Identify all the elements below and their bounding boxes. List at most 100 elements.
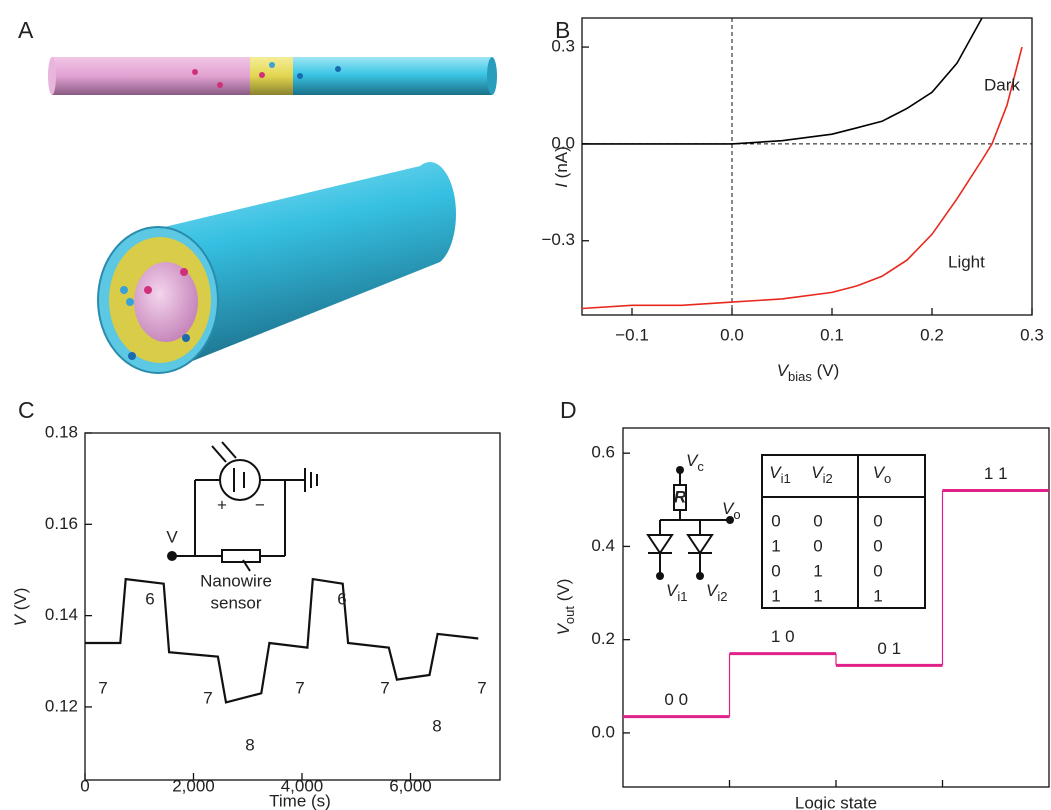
table-cell: 1 [771,536,780,555]
table-cell: 0 [813,511,822,530]
table-header: Vi1 [769,463,790,486]
x-tick-label: 0.1 [820,325,844,344]
x-tick-label: 2,000 [172,776,215,795]
state-label: 7 [477,678,486,697]
state-label: 0 1 [877,639,901,658]
symbol: V [554,622,573,635]
table-header: Vi2 [811,463,832,486]
subscript: out [562,606,577,624]
resistor-label: R [674,487,687,506]
symbol: V [722,499,735,518]
data-line [582,46,1023,310]
plot-frame [84,432,501,781]
symbol: V [706,581,719,600]
unit: (nA) [552,146,571,183]
y-axis-label: I (nA) [552,146,571,188]
x-tick-label: 4,000 [281,776,324,795]
x-tick-label: 0 [80,776,89,795]
state-label: 6 [145,589,154,608]
polarity: + [217,495,227,514]
circuit-nodes [656,466,734,580]
subscript: o [733,507,740,522]
symbol: V [811,463,824,482]
table-cell: 1 [771,586,780,605]
subscript: i1 [677,589,687,604]
unit: (V) [554,579,573,606]
node-label: V [166,527,178,546]
nanowire-illustration [48,57,497,374]
symbol: V [873,463,886,482]
x-axis-label: Time (s) [269,791,331,810]
data-line [582,18,983,145]
table-cell: 0 [771,511,780,530]
subscript: i2 [717,589,727,604]
state-label: 1 0 [771,627,795,646]
circuit-label: Vi2 [706,581,727,604]
series-label: Dark [984,75,1020,94]
y-axis-label: V (V) [11,588,30,627]
subscript: o [884,471,891,486]
symbol: I [552,183,571,188]
symbol: V [11,613,30,626]
y-tick-label: 0.6 [591,443,615,462]
x-tick-label: −0.1 [615,325,649,344]
circuit-inset [160,440,335,600]
y-tick-label: 0.16 [45,514,78,533]
plot-frame [581,17,1033,316]
table-cell: 0 [813,536,822,555]
y-tick-label: 0.0 [591,722,615,741]
unit: (V) [812,361,839,380]
x-tick-label: 0.2 [920,325,944,344]
sensor-label: Nanowire [200,571,272,590]
series-label: Light [948,252,985,271]
state-label: 0 0 [664,690,688,709]
state-label: 8 [245,735,254,754]
node [167,551,177,561]
symbol: V [686,451,699,470]
panel-label: D [560,397,577,423]
circuit-label: Vo [722,499,741,522]
table-cell: 1 [873,586,882,605]
y-tick-label: 0.18 [45,422,78,441]
table-cell: 1 [813,561,822,580]
unit: (V) [11,588,30,615]
state-label: 7 [295,678,304,697]
panel-label: B [555,17,570,43]
y-tick-label: −0.3 [541,230,575,249]
x-tick-label: 0.0 [720,325,744,344]
table-header: Vo [873,463,892,486]
subscript: i2 [823,471,833,486]
polarity: − [255,495,265,514]
symbol: V [666,581,679,600]
table-cell: 0 [873,511,882,530]
y-axis-label: Vout (V) [554,579,577,636]
state-label: 7 [98,678,107,697]
panel-label: C [18,397,35,423]
y-tick-label: 0.4 [591,536,615,555]
panel-label: A [18,17,34,43]
x-axis-label: Logic state [795,793,877,810]
x-tick-label: 0.3 [1020,325,1044,344]
circuit-label: Vc [686,451,704,474]
logic-circuit-inset [646,454,926,609]
y-tick-label: 0.0 [551,133,575,152]
state-label: 7 [380,678,389,697]
table-cell: 1 [813,586,822,605]
sensor-label: sensor [210,593,261,612]
state-label: 7 [203,688,212,707]
y-tick-label: 0.14 [45,605,78,624]
x-axis-label: Vbias (V) [777,361,840,384]
y-tick-label: 0.2 [591,629,615,648]
symbol: V [777,361,790,380]
circuit-label: Vi1 [666,581,687,604]
state-label: 1 1 [984,464,1008,483]
table-cell: 0 [771,561,780,580]
x-tick-label: 6,000 [389,776,432,795]
data-line [85,577,479,704]
y-tick-label: 0.3 [551,37,575,56]
state-label: 8 [432,716,441,735]
symbol: V [769,463,782,482]
y-tick-label: 0.12 [45,696,78,715]
subscript: bias [788,369,812,384]
